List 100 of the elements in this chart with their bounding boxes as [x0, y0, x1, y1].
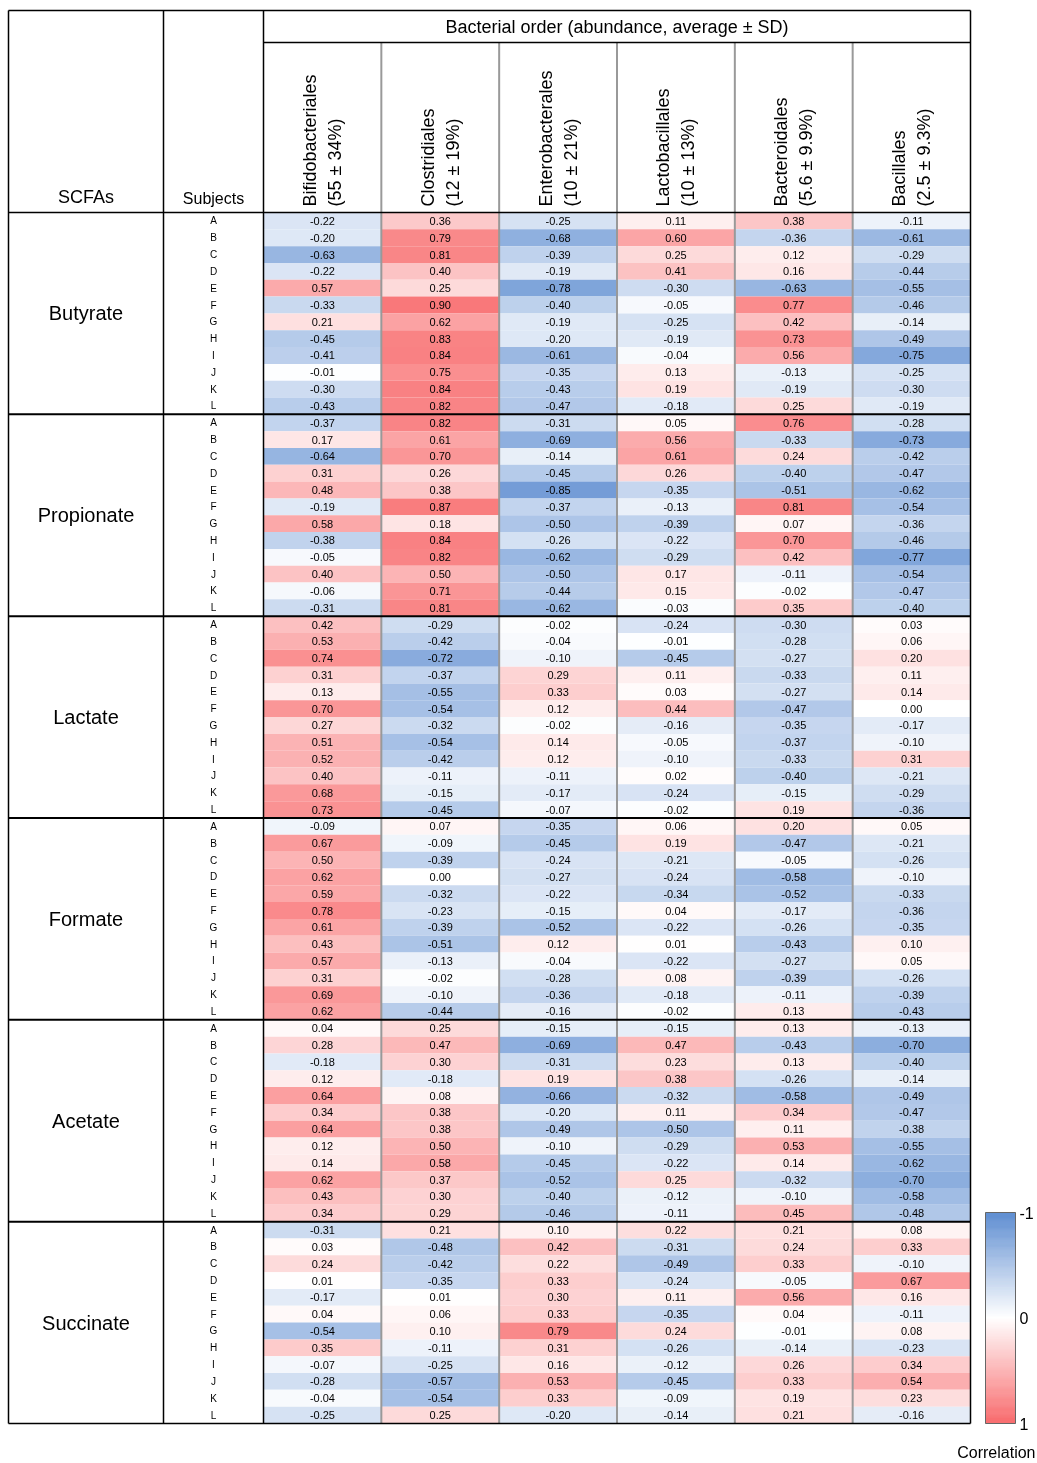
data-label: -0.42 — [427, 753, 453, 766]
data-label: -0.62 — [545, 551, 571, 564]
data-label: -0.35 — [663, 1308, 689, 1321]
data-label: 0.73 — [783, 332, 805, 345]
data-label: 0.16 — [547, 1358, 569, 1371]
data-label: -0.54 — [427, 1392, 453, 1405]
data-label: -0.35 — [545, 366, 571, 379]
data-label: -0.37 — [309, 416, 335, 429]
data-label: 0.19 — [547, 1072, 569, 1085]
y-tick-label: I — [212, 349, 215, 361]
data-label: 0.69 — [311, 988, 334, 1001]
color-bar-title: Correlation — [957, 1444, 1036, 1461]
data-label: 0.33 — [547, 685, 569, 698]
y-tick-label: F — [210, 703, 217, 715]
data-label: 0.42 — [547, 1240, 569, 1253]
data-label: 0.77 — [783, 299, 805, 312]
data-label: 0.71 — [429, 584, 451, 597]
data-label: -0.29 — [663, 1139, 689, 1152]
y-tick-label: I — [212, 1157, 215, 1169]
data-label: -0.43 — [545, 383, 571, 396]
data-label: -0.19 — [663, 332, 689, 345]
data-label: 0.25 — [665, 1173, 687, 1186]
data-label: 0.04 — [311, 1308, 334, 1321]
data-label: -0.25 — [899, 366, 925, 379]
y-tick-label: H — [209, 1342, 218, 1354]
y-tick-label: C — [209, 1258, 218, 1270]
data-label: 0.38 — [429, 1123, 451, 1136]
data-label: -0.63 — [781, 282, 807, 295]
data-label: -0.36 — [899, 517, 925, 530]
data-label: -0.17 — [781, 904, 807, 917]
data-label: -0.55 — [899, 1139, 925, 1152]
data-label: 0.75 — [429, 366, 451, 379]
data-label: 0.62 — [311, 870, 334, 883]
data-label: -0.47 — [899, 584, 925, 597]
data-label: -0.39 — [663, 517, 689, 530]
data-label: -0.19 — [309, 500, 335, 513]
data-label: -0.49 — [545, 1123, 571, 1136]
data-label: 0.24 — [783, 1240, 805, 1253]
data-label: -0.15 — [545, 1022, 571, 1035]
y-tick-label: A — [210, 1224, 218, 1236]
data-label: -0.17 — [545, 786, 571, 799]
data-label: -0.40 — [781, 467, 807, 480]
data-label: 0.67 — [900, 1274, 923, 1287]
data-label: 0.74 — [311, 652, 334, 665]
data-label: 0.25 — [429, 1022, 451, 1035]
data-label: -0.54 — [427, 702, 453, 715]
y-tick-label: D — [209, 1073, 218, 1085]
data-label: -0.14 — [781, 1341, 807, 1354]
data-label: -0.39 — [545, 248, 571, 261]
data-label: -0.11 — [781, 988, 806, 1001]
data-label: -0.27 — [545, 870, 571, 883]
text: Lactate — [53, 706, 119, 729]
data-label: -0.47 — [899, 1106, 925, 1119]
x-tick-label: Enterobacterales (10 ± 21%) — [535, 70, 581, 207]
data-label: 0.13 — [783, 1005, 805, 1018]
data-label: 0.29 — [547, 669, 569, 682]
data-label: -0.49 — [899, 332, 925, 345]
data-label: 0.06 — [900, 635, 923, 648]
data-label: -0.25 — [427, 1358, 453, 1371]
data-label: -0.54 — [899, 568, 925, 581]
data-label: -0.31 — [309, 1224, 335, 1237]
data-label: -0.04 — [309, 1392, 335, 1405]
data-label: -0.46 — [545, 1207, 571, 1220]
x-tick-label: Lactobacillales (10 ± 13%) — [653, 88, 699, 207]
data-label: -0.16 — [545, 1005, 571, 1018]
data-label: 0.07 — [429, 820, 451, 833]
data-label: -0.45 — [309, 332, 335, 345]
data-label: 0.30 — [547, 1291, 569, 1304]
data-label: -0.13 — [781, 366, 807, 379]
data-label: -0.33 — [781, 753, 807, 766]
data-label: -0.33 — [309, 299, 335, 312]
text: Butyrate — [48, 302, 124, 325]
data-label: -0.40 — [545, 299, 571, 312]
data-label: -0.20 — [545, 1106, 571, 1119]
data-label: 0.01 — [429, 1291, 451, 1304]
data-label: -0.11 — [545, 769, 571, 782]
data-label: -0.47 — [545, 399, 571, 412]
y-tick-label: L — [210, 1409, 217, 1421]
y-tick-label: D — [209, 871, 218, 883]
data-label: 0.84 — [429, 534, 451, 547]
data-label: 0.12 — [547, 753, 569, 766]
data-label: -0.68 — [545, 231, 571, 244]
data-label: 0.35 — [311, 1341, 334, 1354]
data-label: -0.49 — [899, 1089, 925, 1102]
data-label: 0.81 — [429, 601, 451, 614]
data-label: -0.29 — [899, 248, 925, 261]
data-label: -0.22 — [663, 1156, 689, 1169]
data-label: 0.33 — [547, 1392, 569, 1405]
data-label: -0.21 — [663, 854, 689, 867]
data-label: -0.57 — [427, 1375, 453, 1388]
data-label: -0.29 — [427, 618, 453, 631]
y-tick-label: G — [209, 1123, 218, 1135]
data-label: 0.70 — [783, 534, 805, 547]
color-bar-label: -1 — [1019, 1204, 1034, 1222]
y-tick-label: K — [210, 989, 218, 1001]
data-label: 0.02 — [665, 769, 687, 782]
data-label: 0.56 — [783, 349, 805, 362]
data-label: -0.45 — [545, 467, 571, 480]
data-label: -0.40 — [899, 601, 925, 614]
data-label: 0.21 — [783, 1409, 805, 1422]
